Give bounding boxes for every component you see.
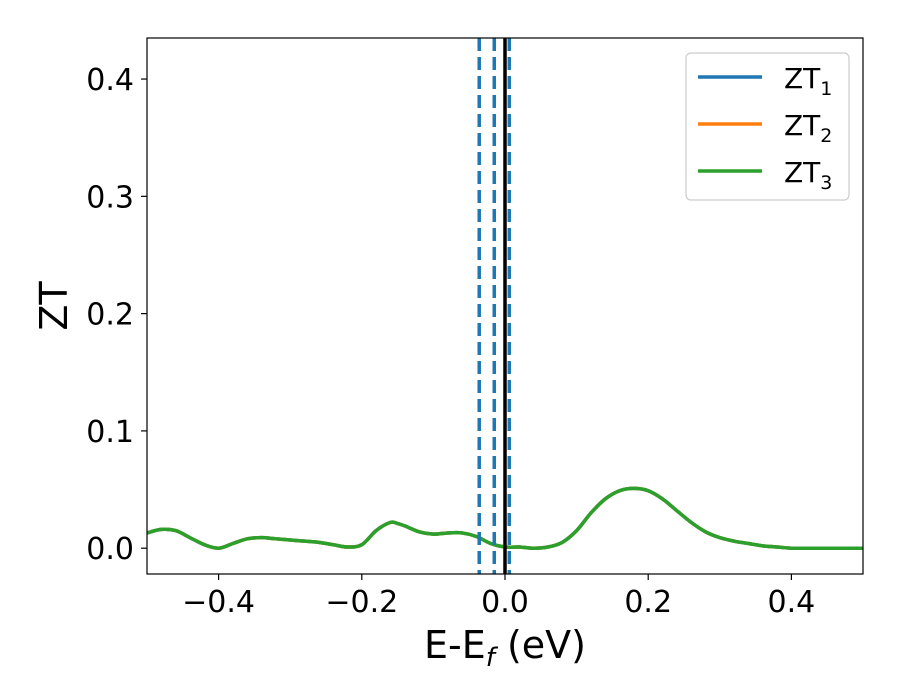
series-line-3	[147, 486, 863, 551]
y-tick-label: 0.2	[86, 298, 134, 333]
legend-label-1: ZT1	[784, 62, 832, 100]
y-axis-label: ZT	[32, 281, 76, 331]
y-tick-label: 0.4	[86, 63, 134, 98]
plot-lines	[147, 486, 863, 551]
y-tick-label: 0.0	[86, 532, 134, 567]
x-tick-label: −0.4	[182, 585, 255, 620]
x-tick-label: 0.4	[768, 585, 816, 620]
x-tick-label: 0.2	[624, 585, 672, 620]
legend-box	[685, 52, 850, 201]
x-tick-label: −0.2	[325, 585, 398, 620]
legend-label-3: ZT3	[784, 156, 832, 194]
x-axis-label: E-Ef (eV)	[424, 623, 586, 673]
y-tick-label: 0.1	[86, 415, 134, 450]
legend: ZT1 ZT2 ZT3	[685, 52, 850, 201]
vertical-markers	[477, 38, 512, 574]
y-axis-ticks: 0.0 0.1 0.2 0.3 0.4	[86, 63, 147, 567]
y-tick-label: 0.3	[86, 180, 134, 215]
legend-label-2: ZT2	[784, 109, 832, 147]
x-axis-ticks: −0.4 −0.2 0.0 0.2 0.4	[182, 574, 815, 620]
x-tick-label: 0.0	[481, 585, 529, 620]
